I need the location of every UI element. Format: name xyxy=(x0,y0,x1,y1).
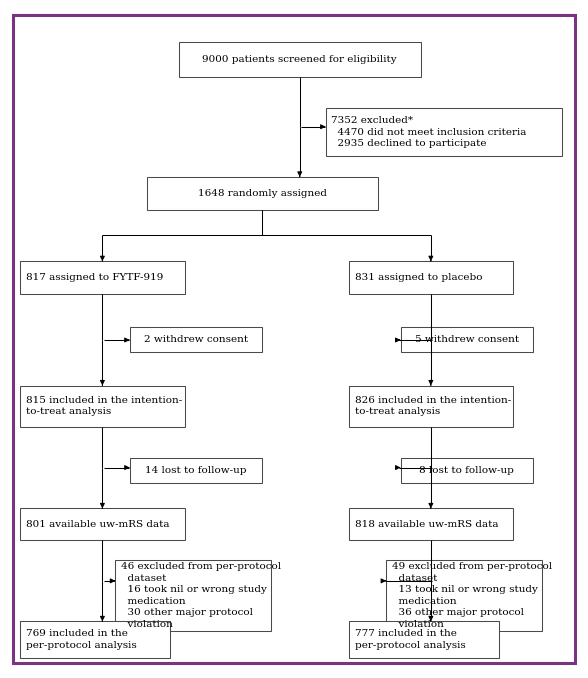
Bar xyxy=(349,261,513,294)
Text: 826 included in the intention-
to-treat analysis: 826 included in the intention- to-treat … xyxy=(355,396,511,416)
Bar xyxy=(20,508,185,540)
Text: 777 included in the
per-protocol analysis: 777 included in the per-protocol analysi… xyxy=(355,629,465,650)
Text: 1648 randomly assigned: 1648 randomly assigned xyxy=(198,189,327,198)
Bar xyxy=(179,42,421,77)
Text: 7352 excluded*
  4470 did not meet inclusion criteria
  2935 declined to partici: 7352 excluded* 4470 did not meet inclusi… xyxy=(332,117,527,148)
Bar xyxy=(386,559,542,631)
Text: 817 assigned to FYTF-919: 817 assigned to FYTF-919 xyxy=(26,273,163,282)
Bar xyxy=(20,261,185,294)
Text: 831 assigned to placebo: 831 assigned to placebo xyxy=(355,273,482,282)
Text: 815 included in the intention-
to-treat analysis: 815 included in the intention- to-treat … xyxy=(26,396,182,416)
Bar xyxy=(349,621,499,658)
Bar xyxy=(349,386,513,426)
Bar xyxy=(130,327,262,353)
Bar xyxy=(326,108,562,157)
Text: 46 excluded from per-protocol
  dataset
  16 took nil or wrong study
  medicatio: 46 excluded from per-protocol dataset 16… xyxy=(121,562,281,629)
Text: 8 lost to follow-up: 8 lost to follow-up xyxy=(419,466,514,475)
Bar xyxy=(147,177,377,210)
Bar xyxy=(400,458,533,483)
Text: 14 lost to follow-up: 14 lost to follow-up xyxy=(145,466,247,475)
Bar xyxy=(400,327,533,353)
Bar xyxy=(20,621,170,658)
Text: 769 included in the
per-protocol analysis: 769 included in the per-protocol analysi… xyxy=(26,629,137,650)
Bar xyxy=(349,508,513,540)
Text: 801 available uw-mRS data: 801 available uw-mRS data xyxy=(26,520,169,529)
Bar xyxy=(20,386,185,426)
Text: 9000 patients screened for eligibility: 9000 patients screened for eligibility xyxy=(202,55,397,64)
Text: 49 excluded from per-protocol
  dataset
  13 took nil or wrong study
  medicatio: 49 excluded from per-protocol dataset 13… xyxy=(392,562,552,629)
Bar xyxy=(130,458,262,483)
Bar xyxy=(115,559,271,631)
Text: 818 available uw-mRS data: 818 available uw-mRS data xyxy=(355,520,498,529)
Text: 5 withdrew consent: 5 withdrew consent xyxy=(415,335,519,344)
Text: 2 withdrew consent: 2 withdrew consent xyxy=(144,335,248,344)
